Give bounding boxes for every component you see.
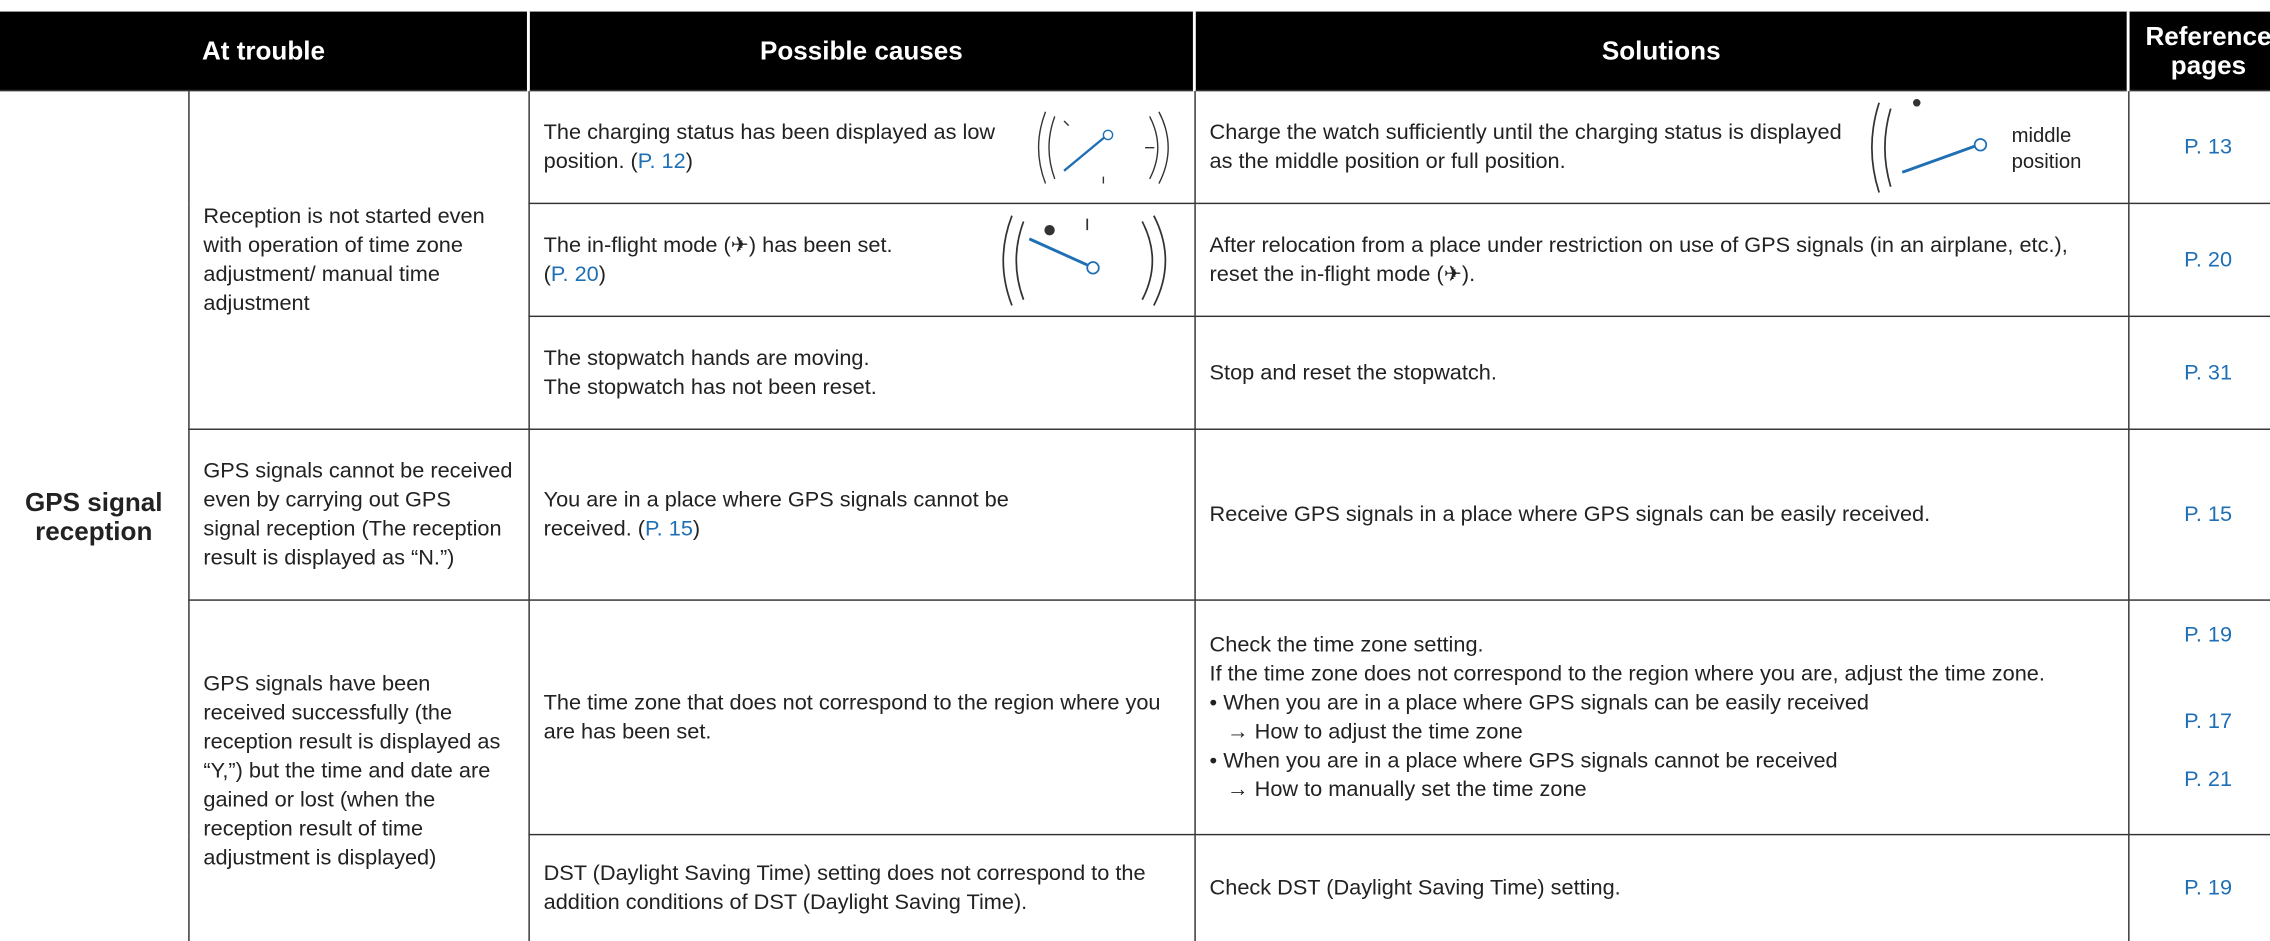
page-link[interactable]: P. 15 xyxy=(644,516,693,541)
ref[interactable]: P. 31 xyxy=(2127,315,2270,430)
ref[interactable]: P. 19 xyxy=(2184,621,2233,647)
row: The in-flight mode (✈) has been set. (P. … xyxy=(0,202,2270,318)
cause-text: The in-flight mode (✈) has been set. xyxy=(543,232,893,257)
cause-text: You are in a place where GPS signals can… xyxy=(543,487,1009,541)
solution: After relocation from a place under rest… xyxy=(1193,202,2129,318)
solution: Stop and reset the stopwatch. xyxy=(1193,315,2129,430)
solution: Check DST (Daylight Saving Time) setting… xyxy=(1193,833,2129,941)
solution-line: → How to adjust the time zone xyxy=(1226,718,1523,744)
solution-text: Charge the watch sufficiently until the … xyxy=(1209,119,1842,174)
cause-text: The stopwatch hands are moving. xyxy=(543,345,870,370)
cause: You are in a place where GPS signals can… xyxy=(527,428,1196,601)
cause-text: DST (Daylight Saving Time) setting does … xyxy=(543,860,1146,915)
solution-line: • When you are in a place where GPS sign… xyxy=(1209,689,1869,715)
ref[interactable]: P. 15 xyxy=(2127,428,2270,601)
cause-text: ( xyxy=(543,261,551,286)
cause-text: The charging status has been displayed a… xyxy=(543,119,996,174)
header-cell: At trouble xyxy=(0,11,529,91)
row: GPS signals cannot be received even by c… xyxy=(0,428,2270,601)
solution-line: Check the time zone setting. xyxy=(1209,631,1484,657)
cause-text: The stopwatch has not been reset. xyxy=(543,374,877,399)
cause: DST (Daylight Saving Time) setting does … xyxy=(527,833,1196,941)
ref-cell: P. 19 P. 17 P. 21 xyxy=(2127,599,2270,836)
watch-icon xyxy=(1001,214,1166,306)
ref[interactable]: P. 21 xyxy=(2184,766,2233,792)
cause: The time zone that does not correspond t… xyxy=(527,599,1196,836)
trouble: GPS signals cannot be received even by c… xyxy=(187,428,530,601)
solution-text: Check DST (Daylight Saving Time) setting… xyxy=(1209,875,1621,900)
row: The stopwatch hands are moving. The stopw… xyxy=(0,315,2270,430)
solution: Receive GPS signals in a place where GPS… xyxy=(1193,428,2129,601)
icon-label: middle position xyxy=(2011,122,2082,172)
solution-text: Receive GPS signals in a place where GPS… xyxy=(1209,501,1931,527)
ref[interactable]: P. 20 xyxy=(2127,202,2270,318)
trouble: GPS signals have been received successfu… xyxy=(187,599,530,941)
cause-text: ) xyxy=(685,148,693,174)
header-row: At trouble Possible causes Solutions Ref… xyxy=(0,11,2270,91)
solution-text: Stop and reset the stopwatch. xyxy=(1209,359,1497,385)
cause: The in-flight mode (✈) has been set. (P. … xyxy=(527,202,1196,318)
row: GPS signal reception Reception is not st… xyxy=(0,89,2270,941)
header-cell: Reference pages xyxy=(2126,11,2270,91)
watch-icon xyxy=(1870,98,1987,193)
cause-text: ) xyxy=(692,516,701,541)
header-cell: Solutions xyxy=(1192,11,2129,91)
trouble-table: At trouble Possible causes Solutions Ref… xyxy=(0,11,2270,941)
ref[interactable]: P. 17 xyxy=(2184,708,2233,734)
cause: The stopwatch hands are moving. The stopw… xyxy=(527,315,1196,430)
watch-icon xyxy=(1037,110,1169,184)
solution: Charge the watch sufficiently until the … xyxy=(1193,89,2129,205)
cause-text: The time zone that does not correspond t… xyxy=(543,689,1161,744)
page-link[interactable]: P. 20 xyxy=(550,261,599,286)
cause-text: ) xyxy=(598,261,606,286)
category: GPS signal reception xyxy=(0,89,189,941)
solution-line: • When you are in a place where GPS sign… xyxy=(1209,747,1838,773)
solution-line: → How to manually set the time zone xyxy=(1226,776,1587,802)
solution-text: After relocation from a place under rest… xyxy=(1209,232,2068,286)
row: GPS signals have been received successfu… xyxy=(0,599,2270,941)
row: DST (Daylight Saving Time) setting does … xyxy=(0,833,2270,941)
header-cell: Possible causes xyxy=(526,11,1195,91)
page-link[interactable]: P. 12 xyxy=(637,148,686,174)
ref[interactable]: P. 13 xyxy=(2127,89,2270,205)
solution-line: If the time zone does not correspond to … xyxy=(1209,660,2045,686)
solution: Check the time zone setting. If the time… xyxy=(1193,599,2129,836)
cause: The charging status has been displayed a… xyxy=(527,89,1196,205)
trouble: Reception is not started even with opera… xyxy=(187,89,530,430)
ref[interactable]: P. 19 xyxy=(2127,833,2270,941)
